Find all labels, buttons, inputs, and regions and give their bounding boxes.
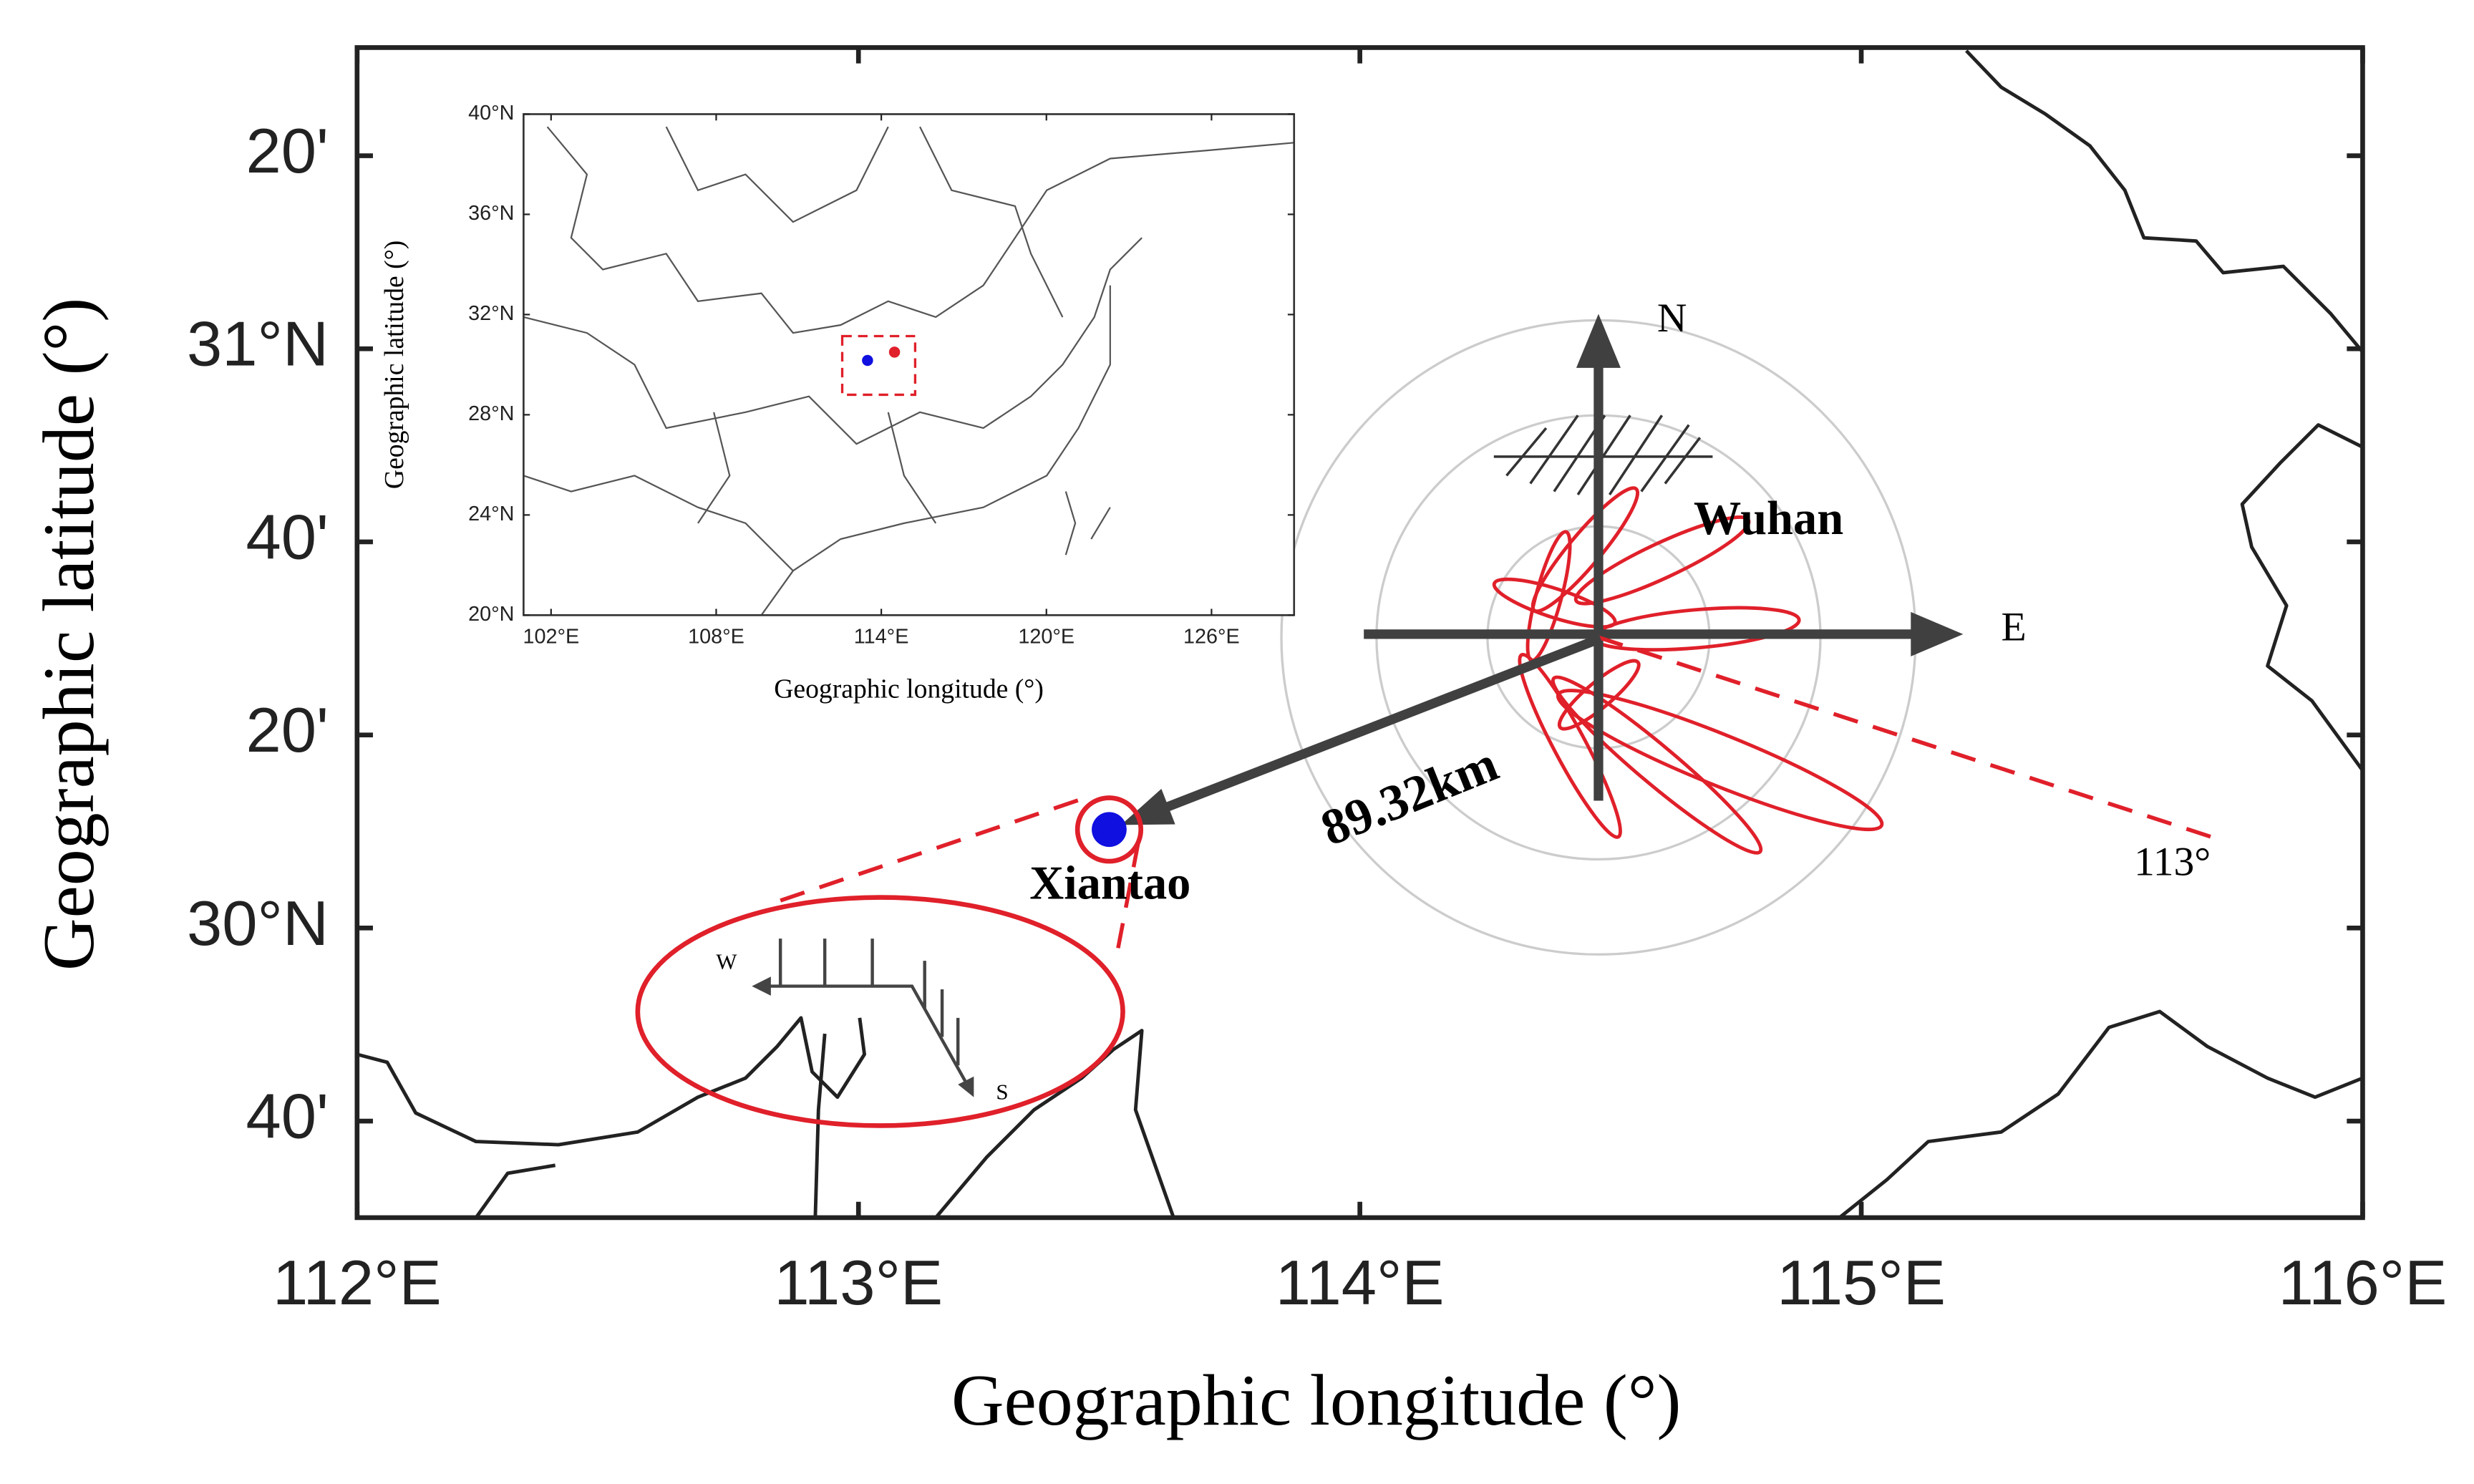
distance-arrow (1148, 634, 1603, 818)
border (1838, 1009, 2364, 1219)
inset-borders (523, 126, 1294, 616)
wuhan-label: Wuhan (1694, 493, 1843, 545)
zoom-ellipse (635, 895, 1125, 1128)
xiantao-label: Xiantao (1029, 858, 1190, 910)
x-tick-label: 102°E (523, 626, 579, 649)
y-tick-label: 30°N (187, 888, 329, 959)
x-tick-label: 108°E (688, 626, 744, 649)
inset-frame (523, 113, 1296, 616)
border (2240, 423, 2364, 772)
y-axis-label: Geographic latitude (°) (29, 298, 110, 971)
zoom-line (1116, 840, 1141, 949)
y-tick-label: 20' (246, 694, 329, 765)
y-tick-label: 40' (246, 501, 329, 572)
arrowhead (752, 976, 771, 996)
x-axis-label: Geographic longitude (°) (951, 1360, 1681, 1441)
x-tick-label: 116°E (2279, 1247, 2448, 1318)
north-label: N (1657, 296, 1687, 341)
x-tick-label: 113°E (774, 1247, 943, 1318)
inset-site-marker (862, 354, 873, 367)
border (356, 1016, 866, 1147)
bearing-line (1598, 635, 2213, 840)
x-tick-label: 112°E (273, 1247, 442, 1318)
y-tick-label: 20' (246, 115, 329, 186)
x-tick-label: 120°E (1018, 626, 1075, 649)
inset-y-label: Geographic latitude (°) (379, 241, 409, 489)
arrowhead (958, 1076, 974, 1097)
y-tick-label: 31°N (187, 309, 329, 379)
y-tick-label: 36°N (468, 202, 514, 225)
y-tick-label: 28°N (468, 402, 514, 425)
y-tick-label: 24°N (468, 503, 514, 525)
x-tick-label: 114°E (1276, 1247, 1445, 1318)
inset-x-label: Geographic longitude (°) (774, 674, 1044, 704)
y-tick-label: 32°N (468, 302, 514, 325)
zoom-line (780, 794, 1092, 903)
site-ring (1075, 795, 1144, 864)
border (1965, 49, 2364, 354)
x-tick-label: 115°E (1777, 1247, 1946, 1318)
angle-label: 113° (2134, 839, 2211, 884)
y-tick-label: 40°N (468, 102, 514, 125)
x-tick-label: 114°E (854, 626, 909, 649)
y-tick-label: 20°N (468, 603, 514, 626)
west-label: W (716, 949, 737, 974)
east-label: E (2002, 605, 2027, 650)
inset-zoom-box (840, 334, 917, 397)
wind-path (758, 939, 972, 1092)
y-tick-label: 40' (246, 1080, 329, 1151)
compass (1364, 314, 1964, 801)
inset-bg (523, 114, 1294, 616)
inset-site-marker (888, 346, 901, 358)
x-tick-label: 126°E (1183, 626, 1240, 649)
border (474, 1163, 556, 1219)
border (813, 1033, 827, 1218)
south-label: S (996, 1079, 1008, 1104)
site-marker (1092, 812, 1127, 848)
inset-map: Geographic longitude (°) Geographic lati… (379, 102, 1296, 704)
arrowhead (1120, 788, 1175, 825)
